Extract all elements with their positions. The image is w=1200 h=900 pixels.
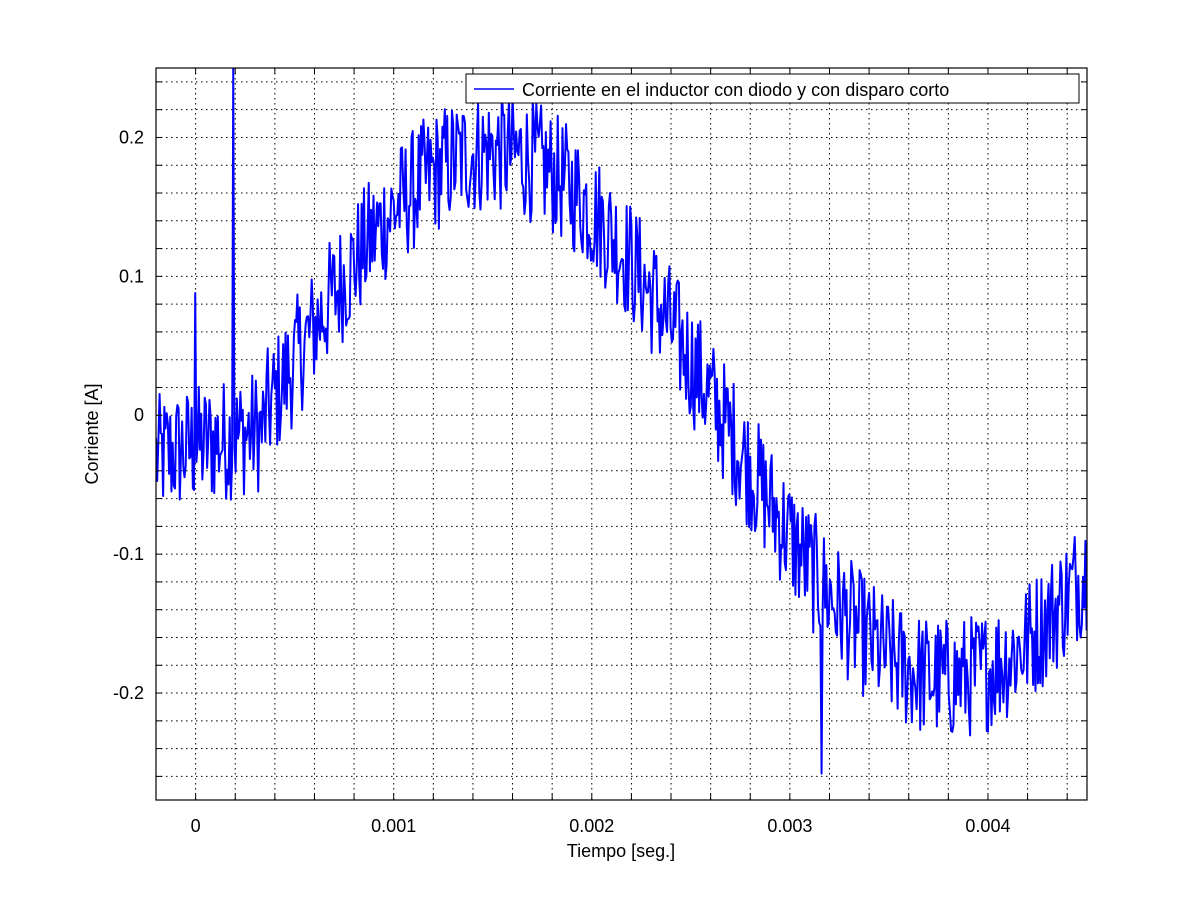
- y-axis-label: Corriente [A]: [82, 383, 102, 484]
- y-tick-label: 0.1: [119, 266, 144, 286]
- plot-background: [156, 68, 1087, 800]
- series-line-corriente: [156, 68, 1087, 775]
- y-tick-label: -0.1: [113, 544, 144, 564]
- y-tick-labels: -0.2 -0.1 0 0.1 0.2: [113, 127, 144, 703]
- x-axis-label: Tiempo [seg.]: [567, 841, 675, 861]
- legend-label: Corriente en el inductor con diodo y con…: [522, 80, 949, 100]
- plot-frame: [155, 67, 1088, 801]
- x-tick-label: 0.001: [371, 816, 416, 836]
- ticks: [155, 68, 1087, 800]
- x-tick-labels: 0 0.001 0.002 0.003 0.004: [191, 816, 1011, 836]
- x-tick-label: 0.004: [965, 816, 1010, 836]
- y-tick-label: 0.2: [119, 127, 144, 147]
- x-tick-label: 0.003: [767, 816, 812, 836]
- x-tick-label: 0.002: [569, 816, 614, 836]
- series-layer: [156, 68, 1087, 775]
- x-tick-label: 0: [191, 816, 201, 836]
- legend-box: [465, 73, 1080, 104]
- y-tick-label: 0: [134, 405, 144, 425]
- y-tick-label: -0.2: [113, 683, 144, 703]
- legend: Corriente en el inductor con diodo y con…: [465, 73, 1080, 104]
